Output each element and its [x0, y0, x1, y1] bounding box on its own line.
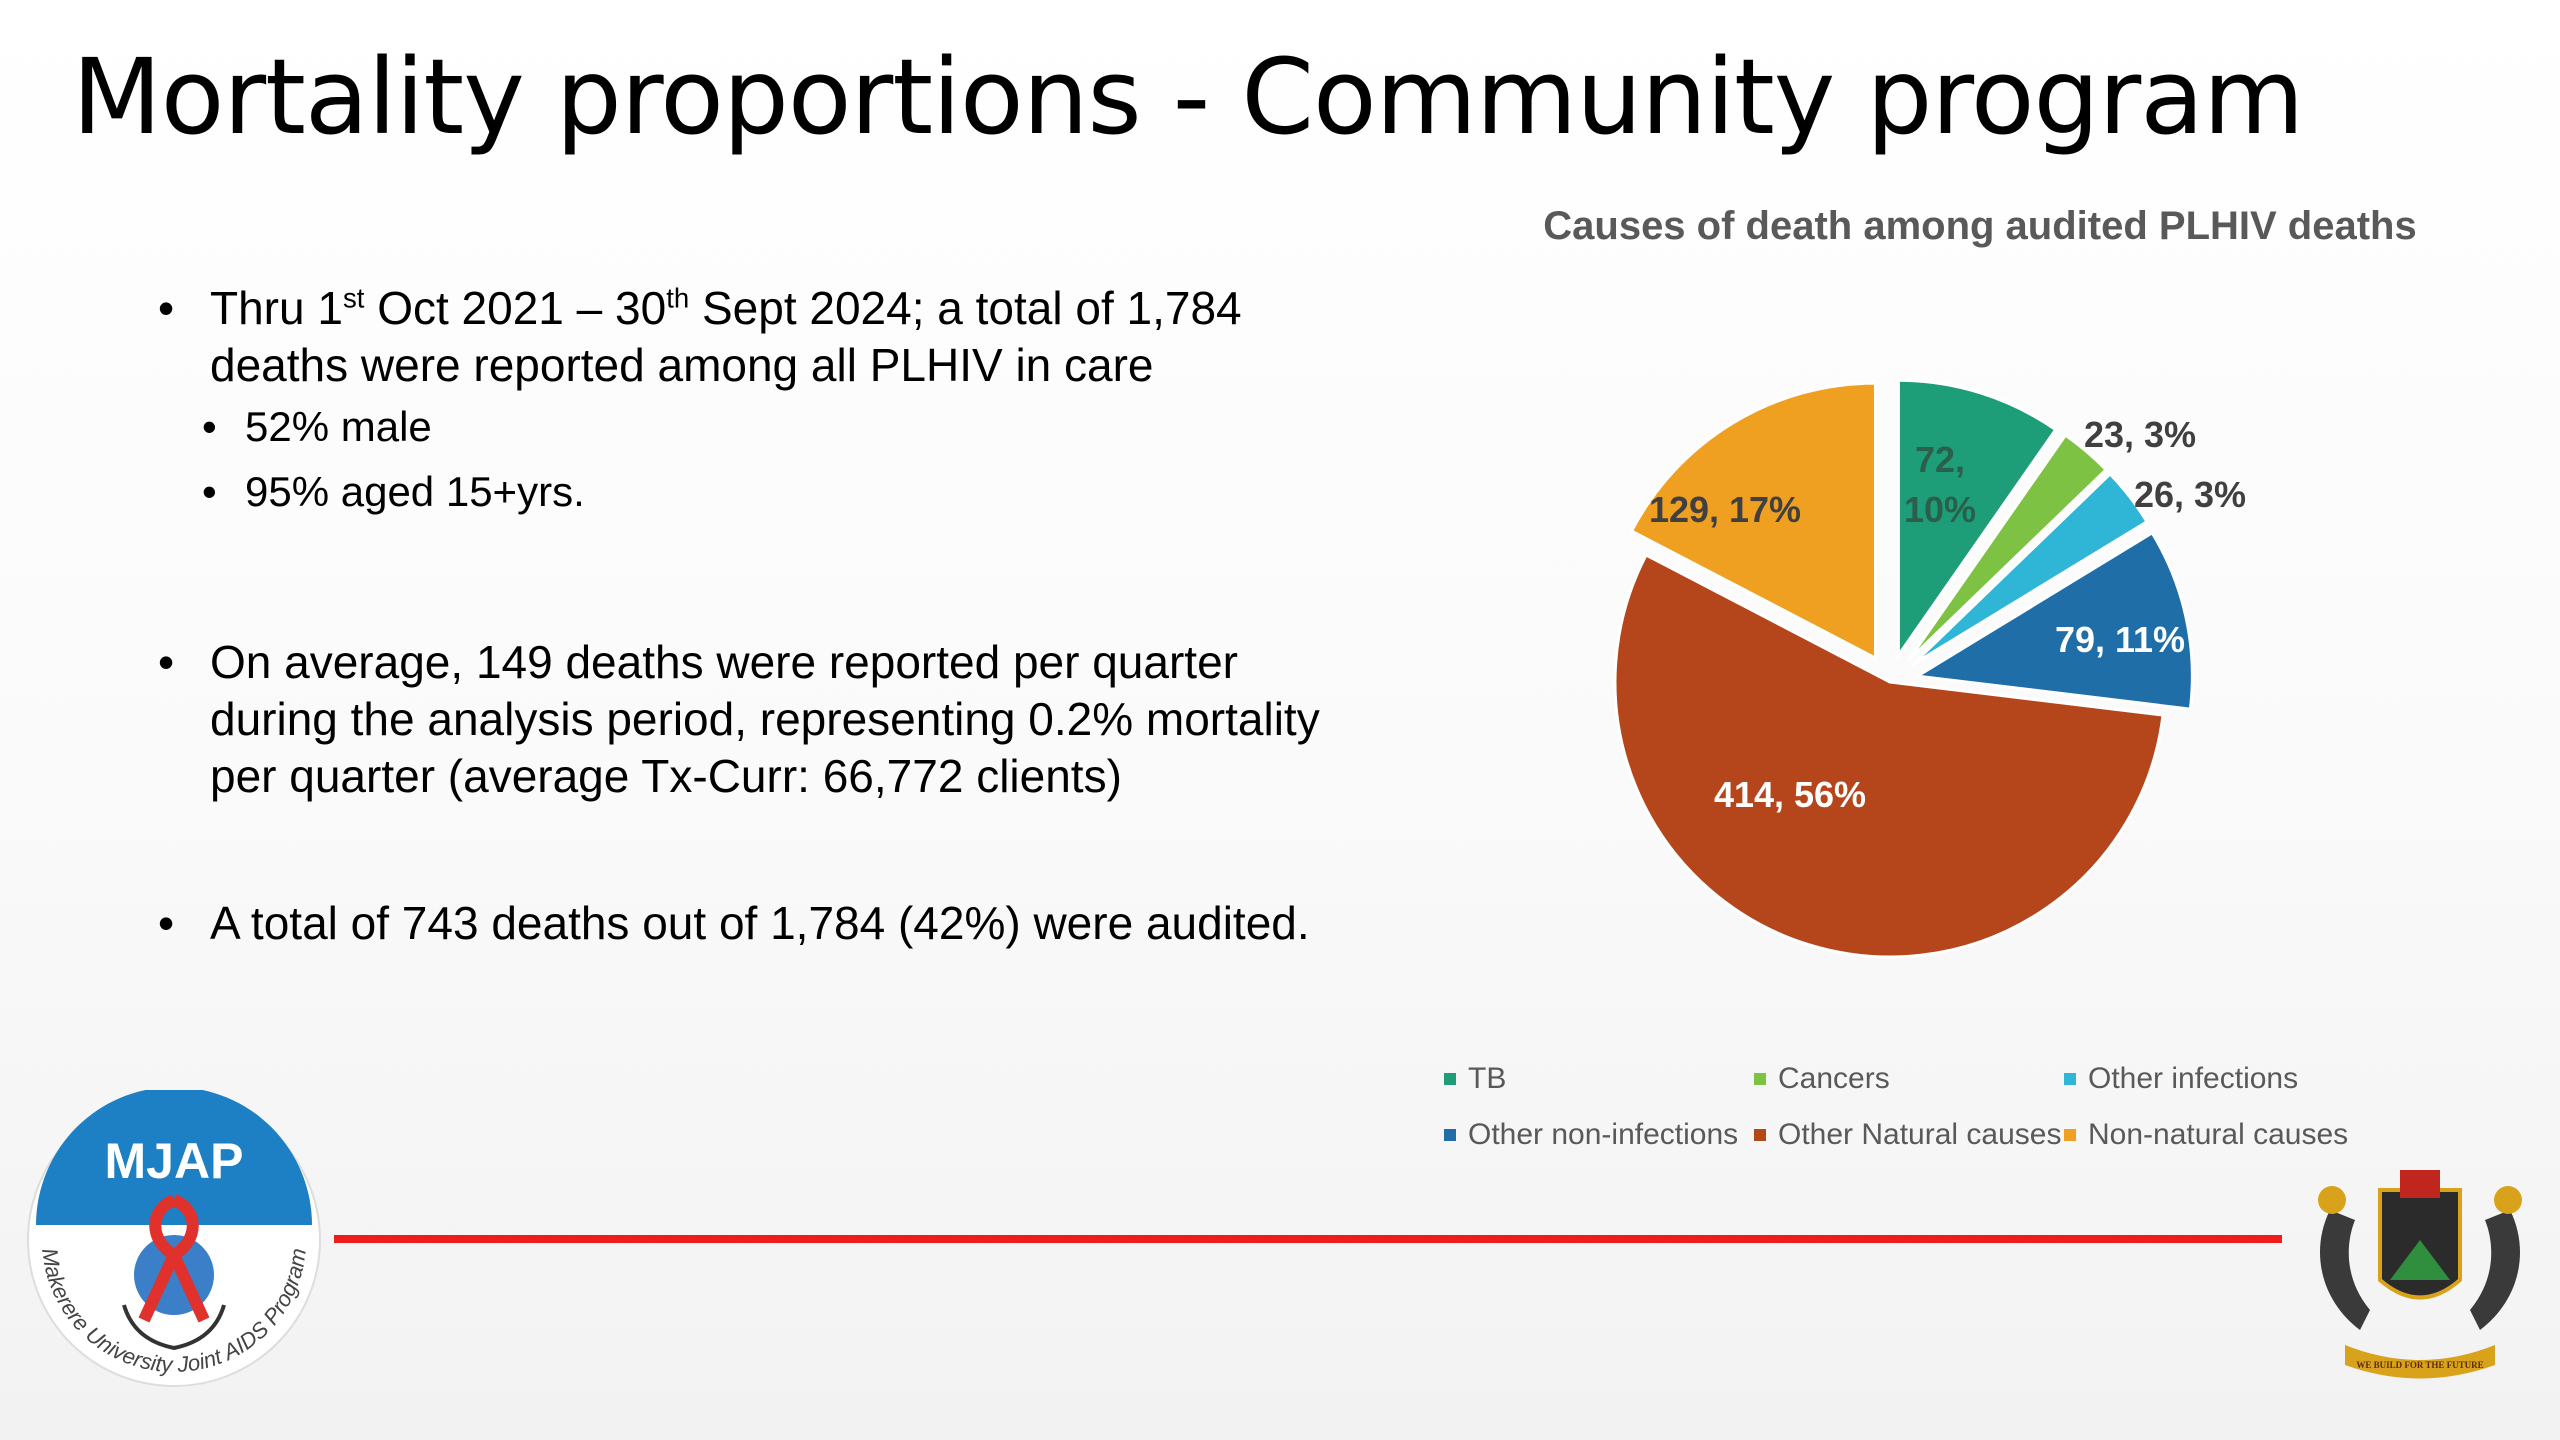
crane-right-icon	[2470, 1210, 2520, 1330]
legend-swatch	[1444, 1073, 1456, 1085]
pie-slice-tb	[1896, 378, 2058, 661]
red-ribbon-icon	[138, 1194, 210, 1323]
bullet-deaths-reported: Thru 1st Oct 2021 – 30th Sept 2024; a to…	[150, 280, 1350, 394]
pie-slice-other-natural-causes	[1613, 553, 2165, 959]
motto-ribbon	[2345, 1345, 2495, 1379]
bullet-text: Sept 2024; a total of 1,784 deaths were …	[210, 282, 1242, 391]
pie-chart-panel: Causes of death among audited PLHIV deat…	[1420, 200, 2560, 1190]
pie-slice-other-non-infections	[1912, 530, 2194, 711]
legend-item: Non-natural causes	[2064, 1118, 2404, 1152]
legend-item: Other non-infections	[1444, 1118, 1754, 1152]
pie-slice-other-infections	[1911, 471, 2150, 667]
crest-motto: WE BUILD FOR THE FUTURE	[2356, 1360, 2483, 1370]
pie-slice-non-natural-causes	[1629, 381, 1877, 661]
legend-swatch	[2064, 1073, 2076, 1085]
pie-slice-cancers	[1906, 433, 2109, 662]
logo-blue-cap	[36, 1090, 312, 1225]
chart-title: Causes of death among audited PLHIV deat…	[1543, 204, 2417, 248]
legend-item: TB	[1444, 1062, 1754, 1096]
bullet-average-per-quarter: On average, 149 deaths were reported per…	[150, 634, 1350, 805]
sunburst-icon	[2390, 1240, 2450, 1280]
superscript: st	[342, 282, 365, 314]
legend-swatch	[2064, 1129, 2076, 1141]
legend-label: Non-natural causes	[2088, 1118, 2349, 1151]
book-icon	[2400, 1170, 2440, 1198]
pie-chart: 72, 10% 23, 3% 26, 3% 79, 11% 414, 56% 129, 17…	[1613, 378, 2246, 959]
slide-title: Mortality proportions - Community progra…	[72, 36, 2304, 158]
bullet-audited: A total of 743 deaths out of 1,784 (42%)…	[150, 895, 1350, 952]
data-label: 129, 17%	[1649, 489, 1801, 530]
legend-label: Other infections	[2088, 1062, 2299, 1095]
legend-label: Cancers	[1778, 1062, 1890, 1095]
red-divider-line	[334, 1235, 2282, 1243]
crane-crest-icon	[2318, 1186, 2346, 1214]
legend-swatch	[1444, 1129, 1456, 1141]
sub-bullet-male: 52% male	[190, 394, 1350, 459]
bullet-text: Thru 1	[210, 282, 343, 334]
legend-item: Cancers	[1754, 1062, 2064, 1096]
data-label: 26, 3%	[2134, 474, 2246, 515]
legend-item: Other Natural causes	[1754, 1118, 2064, 1152]
legend-label: Other non-infections	[1468, 1118, 1739, 1151]
data-label: 79, 11%	[2055, 619, 2185, 660]
hands-icon	[122, 1304, 226, 1351]
sub-bullet-age: 95% aged 15+yrs.	[190, 459, 1350, 524]
chart-legend: TB Cancers Other infections Other non-infec…	[1444, 1062, 2560, 1152]
bullet-text: Oct 2021 – 30	[364, 282, 667, 334]
crane-crest-icon	[2494, 1186, 2522, 1214]
legend-swatch	[1754, 1073, 1766, 1085]
mjap-logo: MJAP Makerere University Joint AIDS Prog…	[27, 1090, 321, 1387]
legend-label: TB	[1468, 1062, 1507, 1095]
superscript: th	[666, 282, 690, 314]
legend-swatch	[1754, 1129, 1766, 1141]
bullet-list: Thru 1st Oct 2021 – 30th Sept 2024; a to…	[150, 280, 1350, 952]
data-label: 72, 10%	[1904, 439, 1976, 530]
legend-item: Other infections	[2064, 1062, 2404, 1096]
crane-left-icon	[2320, 1210, 2370, 1330]
logo-wordmark: MJAP	[105, 1133, 244, 1189]
data-label: 23, 3%	[2084, 414, 2196, 455]
university-crest-logo: WE BUILD FOR THE FUTURE	[2318, 1170, 2522, 1379]
data-label: 414, 56%	[1714, 774, 1866, 815]
legend-label: Other Natural causes	[1778, 1118, 2062, 1151]
